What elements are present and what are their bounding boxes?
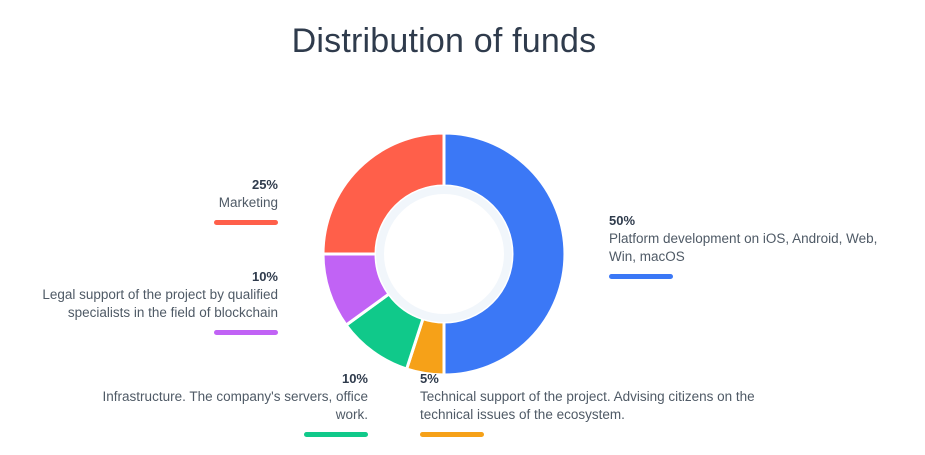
legend-color-bar <box>214 220 278 225</box>
chart-title: Distribution of funds <box>291 22 597 60</box>
donut-chart <box>321 131 567 377</box>
legend-text: Marketing <box>218 195 278 210</box>
legend-percent: 10% <box>251 269 278 284</box>
legend-item-marketing: 25% Marketing <box>78 176 278 225</box>
legend-percent: 5% <box>420 371 439 386</box>
legend-text: Platform development on iOS, Android, We… <box>609 231 878 264</box>
legend-text: Technical support of the project. Advisi… <box>420 389 755 422</box>
legend-color-bar <box>214 330 278 335</box>
legend-item-infrastructure: 10% Infrastructure. The company's server… <box>78 370 368 437</box>
legend-text: Legal support of the project by qualifie… <box>42 287 278 320</box>
legend-item-legal: 10% Legal support of the project by qual… <box>8 268 278 335</box>
legend-percent: 50% <box>609 213 636 228</box>
legend-color-bar <box>304 432 368 437</box>
legend-percent: 25% <box>251 177 278 192</box>
legend-item-platform: 50% Platform development on iOS, Android… <box>609 212 909 279</box>
legend-text: Infrastructure. The company's servers, o… <box>102 389 368 422</box>
donut-hole <box>384 194 504 314</box>
legend-color-bar <box>420 432 484 437</box>
legend-percent: 10% <box>341 371 368 386</box>
legend-color-bar <box>609 274 673 279</box>
legend-item-technical-support: 5% Technical support of the project. Adv… <box>420 370 800 437</box>
